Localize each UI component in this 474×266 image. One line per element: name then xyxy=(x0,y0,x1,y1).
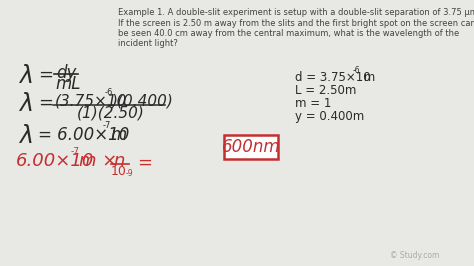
Text: $\lambda$: $\lambda$ xyxy=(18,64,33,88)
Text: -7: -7 xyxy=(103,121,111,130)
Text: (3.75×10: (3.75×10 xyxy=(55,93,128,108)
Text: L = 2.50m: L = 2.50m xyxy=(295,84,356,97)
Text: =: = xyxy=(137,154,152,172)
Text: -9: -9 xyxy=(126,169,134,178)
Text: If the screen is 2.50 m away from the slits and the first bright spot on the scr: If the screen is 2.50 m away from the sl… xyxy=(118,19,474,27)
Text: m = 1: m = 1 xyxy=(295,97,331,110)
Text: d = 3.75×10: d = 3.75×10 xyxy=(295,71,371,84)
FancyBboxPatch shape xyxy=(224,135,278,159)
Text: be seen 40.0 cm away from the central maximum, what is the wavelength of the: be seen 40.0 cm away from the central ma… xyxy=(118,29,459,38)
Text: m: m xyxy=(360,71,375,84)
Text: dy: dy xyxy=(56,64,76,82)
Text: 600nm: 600nm xyxy=(222,138,280,156)
Text: m ×: m × xyxy=(79,152,118,170)
Text: $\lambda$: $\lambda$ xyxy=(18,92,33,116)
Text: =: = xyxy=(38,66,53,84)
Text: 10: 10 xyxy=(111,165,127,178)
Text: incident light?: incident light? xyxy=(118,39,178,48)
Text: )(0.400): )(0.400) xyxy=(112,93,174,108)
Text: -7: -7 xyxy=(71,147,80,156)
Text: n: n xyxy=(113,152,124,170)
Text: -6: -6 xyxy=(353,66,361,75)
Text: 6.00×10: 6.00×10 xyxy=(16,152,94,170)
Text: y = 0.400m: y = 0.400m xyxy=(295,110,364,123)
Text: = 6.00×10: = 6.00×10 xyxy=(38,126,129,144)
Text: -6: -6 xyxy=(105,88,113,97)
Text: Example 1. A double-slit experiment is setup with a double-slit separation of 3.: Example 1. A double-slit experiment is s… xyxy=(118,8,474,17)
Text: m: m xyxy=(110,126,126,144)
Text: © Study.com: © Study.com xyxy=(390,251,439,260)
Text: $\lambda$: $\lambda$ xyxy=(18,124,33,148)
Text: (1)(2.50): (1)(2.50) xyxy=(77,106,145,121)
Text: =: = xyxy=(38,94,53,112)
Text: mL: mL xyxy=(55,75,81,93)
